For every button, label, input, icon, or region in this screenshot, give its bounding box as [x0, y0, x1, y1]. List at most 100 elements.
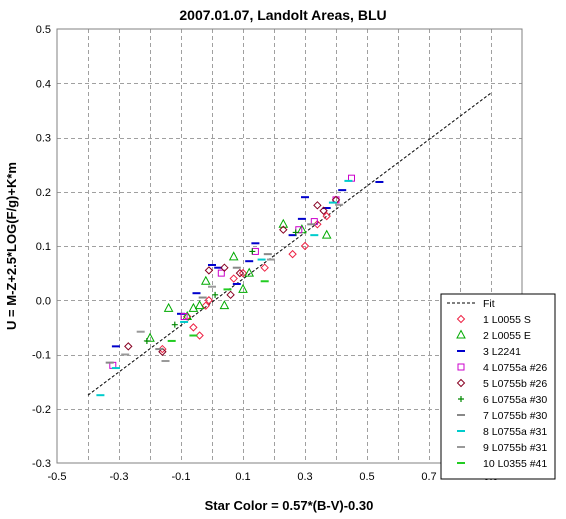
data-point [171, 321, 178, 328]
x-tick-label: 0.5 [359, 471, 374, 483]
data-point [155, 348, 164, 351]
legend-entry-5: 5 L0755b #26 [456, 378, 547, 390]
data-point [121, 353, 130, 356]
y-tick-label: -0.1 [32, 350, 51, 362]
data-point [204, 296, 214, 305]
legend-label: 2 L0055 E [483, 330, 531, 342]
data-point [180, 313, 188, 321]
series-8 [96, 179, 353, 397]
y-tick-label: 0.2 [36, 187, 51, 199]
data-point [163, 302, 174, 312]
data-point [260, 263, 269, 272]
data-point [257, 258, 266, 261]
y-tick-label: 0.3 [36, 133, 51, 145]
grid-lines [57, 29, 522, 463]
data-point [188, 302, 199, 312]
legend-label: 4 L0755a #26 [483, 362, 547, 374]
data-point [208, 285, 216, 288]
data-point [322, 207, 331, 210]
data-point [143, 337, 150, 344]
legend-marker [457, 350, 465, 352]
data-point [344, 179, 353, 182]
data-point [229, 274, 238, 283]
data-point [288, 234, 297, 237]
data-point [208, 263, 216, 266]
data-point [251, 242, 260, 245]
data-point [301, 196, 309, 199]
legend-marker [457, 462, 465, 464]
y-tick-label: -0.2 [32, 404, 51, 416]
data-point [228, 251, 239, 261]
legend-marker [458, 396, 464, 402]
legend-label: 8 L0755a #31 [483, 426, 547, 438]
x-tick-label: 0.3 [297, 471, 312, 483]
legend-entry-10: 10 L0355 #41 [457, 458, 547, 470]
data-point [105, 361, 114, 364]
data-point [212, 291, 219, 298]
legend-entry-9: 9 L0755b #31 [457, 442, 547, 454]
legend-label: Fit [483, 298, 495, 310]
x-tick-label: 0.1 [235, 471, 250, 483]
data-point [198, 296, 207, 299]
data-point [200, 275, 211, 285]
data-point [220, 263, 229, 272]
plot-area-group [56, 28, 523, 464]
x-tick-labels: -0.5-0.3-0.10.10.30.50.70.9 [48, 471, 499, 483]
legend-label: 9 L0755b #31 [483, 442, 547, 454]
x-tick-label: -0.1 [172, 471, 191, 483]
legend-entry-8: 8 L0755a #31 [457, 426, 547, 438]
legend-entry-1: 1 L0055 S [456, 314, 531, 326]
data-point [338, 189, 347, 192]
y-axis-label: U = M-Z+2.5*LOG(F/g)+K*m [4, 162, 19, 330]
data-point [124, 342, 133, 351]
series-2 [145, 218, 332, 342]
data-point [167, 339, 176, 342]
fit-line-layer [87, 92, 492, 396]
legend-entry-4: 4 L0755a #26 [457, 362, 547, 374]
data-point [288, 249, 297, 259]
legend-label: 7 L0755b #30 [483, 410, 547, 422]
y-tick-label: -0.3 [32, 458, 51, 470]
data-point [214, 266, 223, 269]
series-5 [124, 195, 341, 356]
chart-title: 2007.01.07, Landolt Areas, BLU [179, 7, 386, 23]
data-point [96, 394, 105, 397]
data-point [300, 241, 310, 251]
data-point [335, 203, 344, 206]
legend-label: 5 L0755b #26 [483, 378, 547, 390]
data-point [136, 330, 145, 333]
data-point [249, 248, 256, 255]
data-point [260, 280, 269, 283]
data-points [96, 174, 384, 397]
legend-entry-3: 3 L2241 [457, 346, 521, 358]
x-tick-label: 0.7 [421, 471, 436, 483]
data-point [194, 300, 205, 310]
legend-marker [457, 446, 465, 448]
data-point [201, 301, 211, 310]
legend-entry-6: 6 L0755a #30 [458, 394, 547, 406]
data-point [278, 218, 289, 228]
x-tick-label: -0.5 [48, 471, 67, 483]
data-point [158, 347, 167, 356]
y-tick-label: 0.1 [36, 241, 51, 253]
data-point [111, 345, 120, 348]
data-point [263, 253, 272, 256]
data-point [321, 229, 332, 239]
y-tick-labels: -0.3 -0.2 -0.1 0.0 0.1 0.2 0.3 0.4 0.5 [32, 24, 51, 470]
data-point [322, 211, 331, 221]
data-point [219, 300, 230, 310]
x-tick-label: -0.3 [110, 471, 129, 483]
data-point [245, 260, 254, 263]
data-point [226, 290, 235, 300]
data-point [223, 288, 232, 291]
data-point [111, 367, 120, 370]
data-point [192, 292, 201, 295]
series-9 [121, 203, 344, 363]
legend-label: 6 L0755a #30 [483, 394, 547, 406]
legend-entry-2: 2 L0055 E [456, 329, 531, 342]
plot-frame [56, 28, 523, 464]
data-point [375, 180, 384, 183]
data-point [204, 266, 214, 275]
y-tick-label: 0.5 [36, 24, 51, 36]
legend-marker [456, 314, 466, 324]
